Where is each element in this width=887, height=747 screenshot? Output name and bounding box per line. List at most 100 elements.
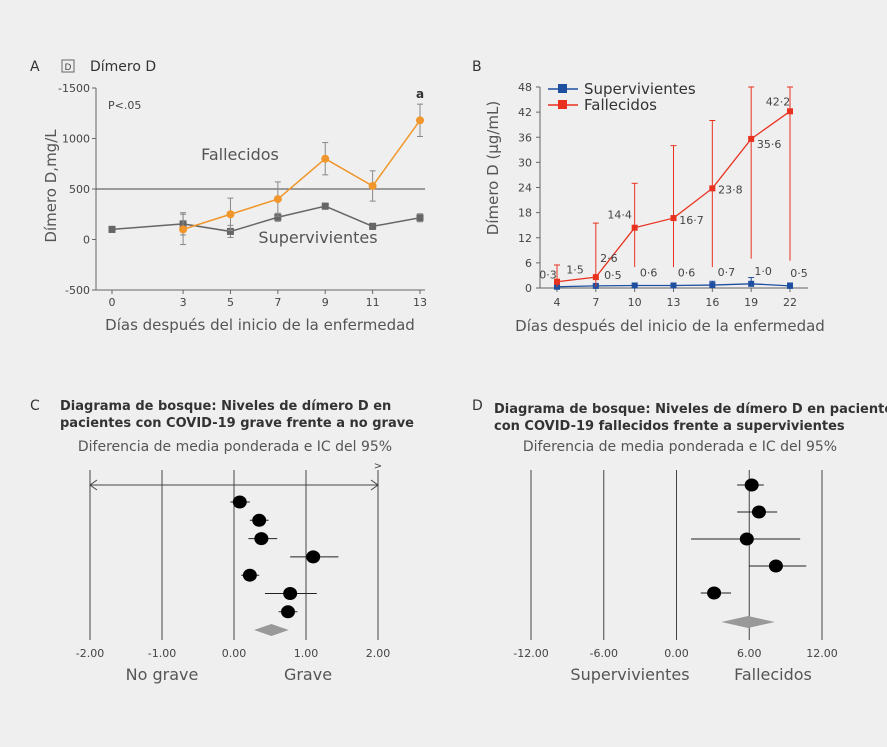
panel-a-point-supervivientes	[416, 214, 424, 222]
panel-b-ytick-label: 48	[518, 81, 532, 94]
panel-c-study-point	[254, 532, 269, 546]
panel-c-xtick-label: 0.00	[222, 647, 247, 660]
panel-a-significance-marker: a	[416, 87, 424, 101]
panel-d-xtick-label: 6.00	[737, 647, 762, 660]
panel-a-point-fallecidos	[226, 210, 235, 219]
panel-a-point-fallecidos	[179, 225, 188, 234]
panel-c-overflow-marker: >	[374, 461, 382, 472]
panel-b-ytick-label: 24	[518, 182, 532, 195]
panel-c-left-label: No grave	[126, 665, 199, 684]
panel-c-title-line2: pacientes con COVID-19 grave frente a no…	[60, 416, 414, 431]
panel-a-point-supervivientes	[108, 225, 116, 233]
panel-d-title-line1: Diagrama de bosque: Niveles de dímero D …	[494, 402, 887, 417]
panel-c: C Diagrama de bosque: Niveles de dímero …	[30, 398, 414, 684]
panel-c-right-label: Grave	[284, 665, 332, 684]
panel-a-pvalue: P<.05	[108, 99, 141, 112]
panel-c-study-point	[252, 513, 267, 527]
panel-b-letter: B	[472, 59, 482, 75]
panel-b-point-supervivientes	[631, 282, 638, 289]
panel-c-xtick-label: 1.00	[294, 647, 319, 660]
panel-d-right-label: Fallecidos	[734, 665, 812, 684]
panel-a-point-fallecidos	[368, 181, 377, 190]
panel-c-xtick-label: -2.00	[76, 647, 104, 660]
panel-a-ylabel: Dímero D,mg/L	[42, 129, 60, 243]
panel-c-xtick-label: -1.00	[148, 647, 176, 660]
panel-b-legend: Supervivientes Fallecidos	[548, 80, 696, 114]
panel-b-xtick-label: 22	[783, 296, 797, 309]
panel-b-point-supervivientes	[670, 282, 677, 289]
panel-b-label-fallecidos: 14·4	[607, 209, 632, 222]
panel-c-study-point	[306, 550, 321, 564]
panel-b-label-supervivientes: 0·5	[604, 269, 622, 282]
panel-b-label-supervivientes: 1·0	[754, 265, 772, 278]
panel-d-study-point	[744, 478, 759, 492]
panel-a-line-fallecidos	[182, 119, 421, 231]
panel-b-point-fallecidos	[670, 215, 677, 222]
panel-c-study-point	[242, 568, 257, 582]
panel-b-label-fallecidos: 16·7	[679, 214, 704, 227]
panel-d-study-point	[751, 505, 766, 519]
panel-a-ytick-label: -1500	[58, 82, 90, 95]
panel-b-xtick-label: 7	[592, 296, 599, 309]
panel-a-ytick-label: 0	[83, 234, 90, 247]
panel-a-xtick-label: 5	[227, 296, 234, 309]
panel-a-xtick-label: 0	[109, 296, 116, 309]
panel-c-study-point	[281, 605, 295, 619]
panel-d-xtick-label: 0.00	[664, 647, 689, 660]
panel-d-xtick-label: 12.00	[806, 647, 838, 660]
panel-b-point-fallecidos	[592, 274, 599, 281]
panel-c-study-point	[232, 495, 247, 509]
panel-a-point-supervivientes	[274, 213, 282, 221]
panel-a-letter: A	[30, 59, 40, 75]
panel-a-series-label-supervivientes: Supervivientes	[258, 228, 377, 247]
legend-fallecidos-marker	[558, 100, 567, 109]
panel-b-point-supervivientes	[748, 280, 755, 287]
panel-c-study-point	[283, 587, 298, 600]
panel-a-xtick-label: 7	[274, 296, 281, 309]
panel-a-ytick-label: 1000	[62, 133, 90, 146]
panel-b-label-fallecidos: 42·2	[766, 95, 791, 108]
panel-a-point-supervivientes	[226, 227, 234, 235]
panel-d: D Diagrama de bosque: Niveles de dímero …	[472, 398, 887, 684]
panel-c-letter: C	[30, 398, 40, 414]
panel-a-xtick-label: 3	[180, 296, 187, 309]
panel-b-point-fallecidos	[787, 108, 793, 115]
panel-b-xtick-label: 16	[705, 296, 719, 309]
panel-c-title-line1: Diagrama de bosque: Niveles de dímero D …	[60, 399, 391, 414]
panel-b-ytick-label: 12	[518, 232, 532, 245]
panel-a-series-label-fallecidos: Fallecidos	[201, 145, 279, 164]
panel-a-xtick-label: 13	[413, 296, 427, 309]
panel-b-ytick-label: 36	[518, 131, 532, 144]
panel-b-point-fallecidos	[748, 135, 755, 142]
panel-b-ylabel: Dímero D (µg/mL)	[484, 101, 502, 235]
panel-c-xtick-label: 2.00	[366, 647, 391, 660]
panel-d-subtitle: Diferencia de media ponderada e IC del 9…	[523, 439, 837, 455]
panel-a-title: Dímero D	[90, 59, 156, 75]
panel-d-letter: D	[472, 398, 483, 414]
panel-b-xtick-label: 13	[667, 296, 681, 309]
panel-b-label-supervivientes: 0·5	[790, 267, 808, 280]
legend-supervivientes-marker	[558, 84, 567, 93]
panel-a-point-supervivientes	[369, 222, 377, 230]
panel-b-point-fallecidos	[709, 185, 716, 192]
panel-d-left-label: Supervivientes	[570, 665, 689, 684]
panel-b-label-fallecidos: 35·6	[757, 138, 782, 151]
panel-b-xtick-label: 4	[554, 296, 561, 309]
panel-a-ytick-label: 500	[69, 183, 90, 196]
panel-b-label-supervivientes: 0·7	[718, 266, 736, 279]
panel-b-ytick-label: 42	[518, 106, 532, 119]
panel-b-xtick-label: 10	[628, 296, 642, 309]
panel-b-ytick-label: 18	[518, 207, 532, 220]
panel-a-xtick-label: 11	[366, 296, 380, 309]
panel-b-label-supervivientes: 0·6	[678, 266, 696, 279]
panel-b-point-supervivientes	[787, 282, 793, 289]
panel-b-xlabel: Días después del inicio de la enfermedad	[515, 317, 825, 335]
panel-d-title-line2: con COVID-19 fallecidos frente a supervi…	[494, 419, 845, 434]
panel-a-point-fallecidos	[321, 154, 330, 163]
legend-fallecidos-label: Fallecidos	[584, 96, 657, 114]
panel-d-study-point	[768, 559, 783, 573]
panel-b-ytick-label: 6	[525, 257, 532, 270]
panel-a-point-fallecidos	[273, 195, 282, 204]
panel-d-xtick-label: -12.00	[513, 647, 548, 660]
